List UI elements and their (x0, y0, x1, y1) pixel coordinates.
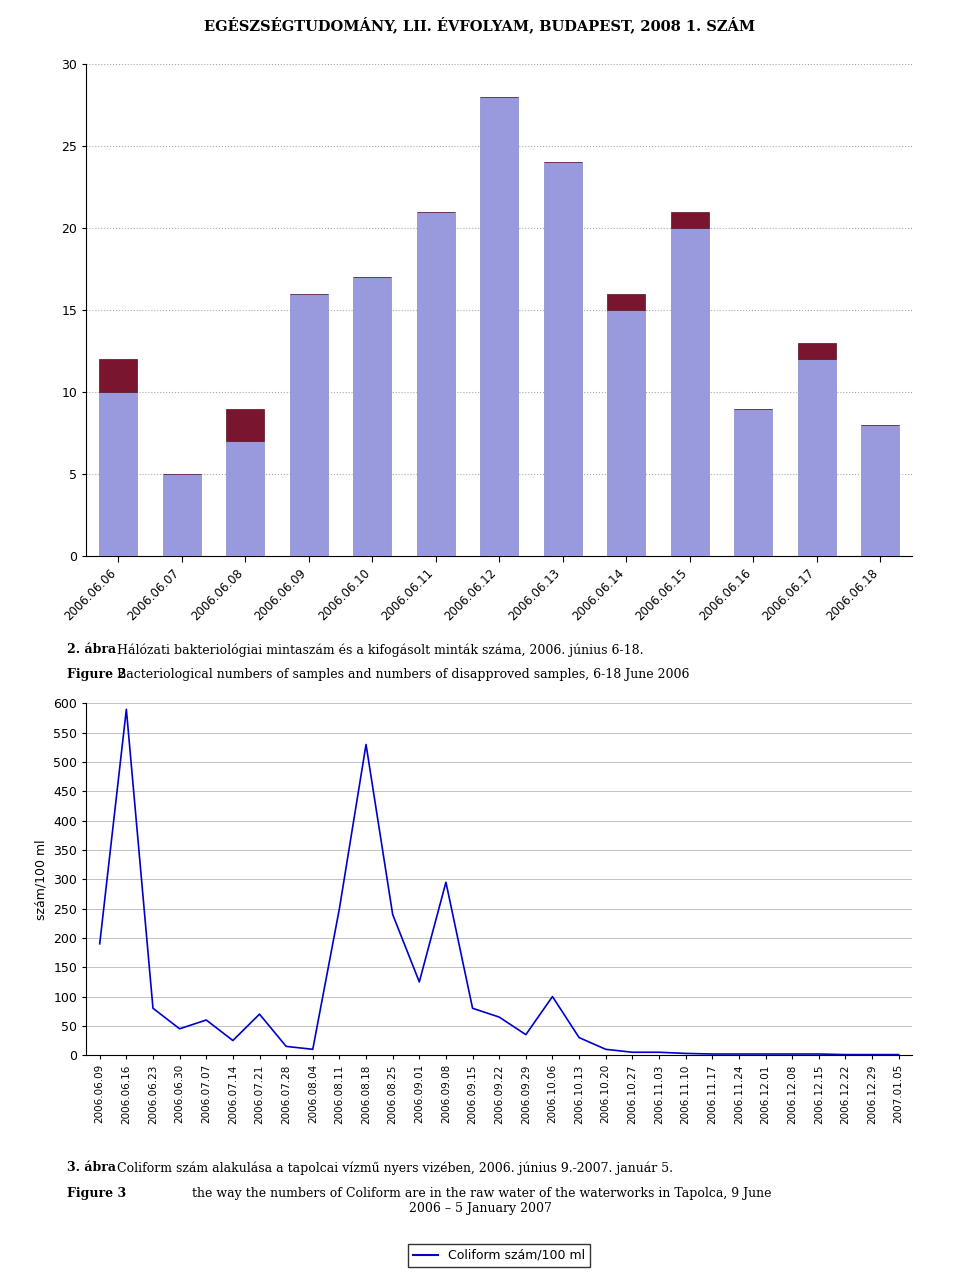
Y-axis label: szám/100 ml: szám/100 ml (35, 839, 48, 920)
Bar (734, 409, 772, 556)
Bar (417, 212, 455, 556)
Bar (671, 212, 708, 228)
Text: Coliform szám alakulása a tapolcai vízmű nyers vizében, 2006. június 9.-2007. ja: Coliform szám alakulása a tapolcai vízmű… (113, 1161, 673, 1175)
Bar (162, 475, 201, 556)
Bar (290, 294, 327, 556)
Bar (861, 425, 900, 556)
Text: Bacteriological numbers of samples and numbers of disapproved samples, 6-18 June: Bacteriological numbers of samples and n… (113, 668, 690, 680)
Bar (543, 162, 582, 556)
Bar (607, 311, 645, 556)
Bar (607, 294, 645, 311)
Text: Figure 2: Figure 2 (67, 668, 127, 680)
Legend: összes minta, kifogásolt minta: összes minta, kifogásolt minta (367, 761, 632, 787)
Text: Figure 3: Figure 3 (67, 1187, 127, 1200)
Bar (798, 359, 836, 556)
Bar (798, 343, 836, 359)
Text: Hálózati bakteriológiai mintaszám és a kifogásolt minták száma, 2006. június 6-1: Hálózati bakteriológiai mintaszám és a k… (113, 643, 644, 657)
Bar (227, 441, 264, 556)
Bar (99, 359, 137, 393)
Bar (227, 409, 264, 441)
Bar (480, 97, 518, 556)
Text: EGÉSZSÉGTUDOMÁNY, LII. ÉVFOLYAM, BUDAPEST, 2008 1. SZÁM: EGÉSZSÉGTUDOMÁNY, LII. ÉVFOLYAM, BUDAPES… (204, 15, 756, 33)
Bar (99, 393, 137, 556)
Text: 2. ábra: 2. ábra (67, 643, 116, 656)
Text: the way the numbers of Coliform are in the raw water of the waterworks in Tapolc: the way the numbers of Coliform are in t… (188, 1187, 772, 1215)
Text: 3. ábra: 3. ábra (67, 1161, 116, 1174)
Legend: Coliform szám/100 ml: Coliform szám/100 ml (408, 1244, 590, 1267)
Bar (353, 278, 392, 556)
Bar (671, 228, 708, 556)
